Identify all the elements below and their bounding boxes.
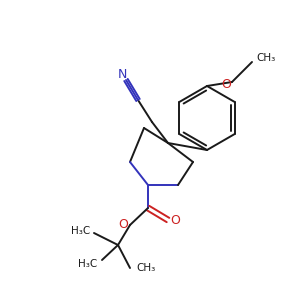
Text: O: O: [118, 218, 128, 232]
Text: O: O: [221, 77, 231, 91]
Text: CH₃: CH₃: [256, 53, 276, 63]
Text: N: N: [117, 68, 127, 80]
Text: CH₃: CH₃: [136, 263, 156, 273]
Text: H₃C: H₃C: [71, 226, 91, 236]
Text: H₃C: H₃C: [78, 259, 98, 269]
Text: O: O: [170, 214, 180, 226]
